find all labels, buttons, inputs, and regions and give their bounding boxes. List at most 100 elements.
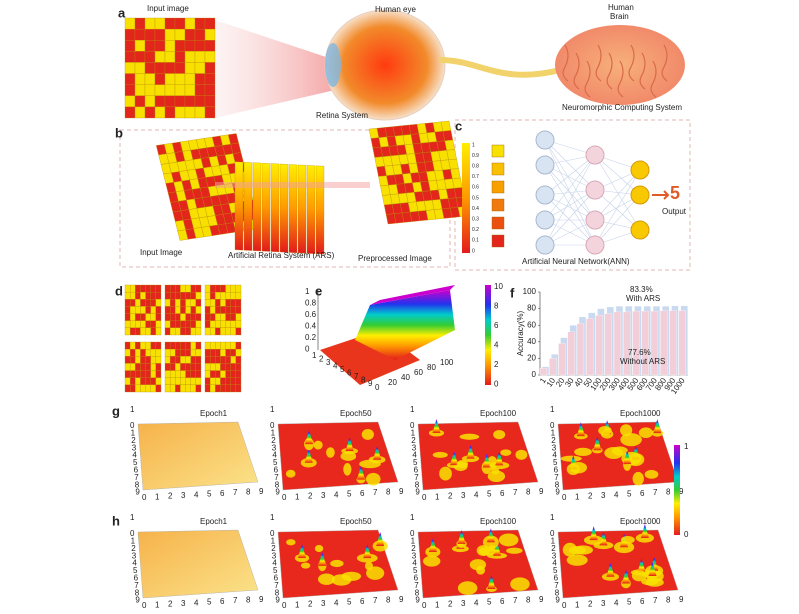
neuron [585, 180, 605, 200]
pixel [174, 51, 186, 63]
pixel [209, 299, 216, 307]
cube [491, 180, 505, 194]
pixel [204, 51, 216, 63]
neuron [535, 210, 555, 230]
surface-peak [598, 425, 612, 436]
ars-column [297, 164, 307, 254]
pixel [184, 95, 196, 108]
tick-label: 8 [275, 480, 280, 489]
pixel [144, 106, 156, 119]
surface-spike [363, 544, 372, 559]
caption: Artificial Retina System (ARS) [228, 251, 335, 260]
colorbar-tick: 0 [494, 380, 499, 389]
pixel [124, 73, 136, 85]
surface-spike [450, 451, 459, 466]
tick-label: 2 [131, 436, 136, 445]
pixel [204, 40, 216, 52]
pixel [215, 341, 221, 350]
tick-label: 3 [321, 491, 326, 500]
pixel [150, 284, 157, 293]
surface-spike [648, 561, 657, 576]
tick-label: 0.8 [305, 299, 317, 308]
pixel [150, 291, 157, 300]
y-tick-label: 20 [527, 354, 536, 363]
tick-label: 0 [305, 345, 310, 354]
surface-spike [653, 419, 662, 434]
pixel [124, 384, 131, 393]
neuron [585, 145, 605, 165]
pixel [180, 377, 186, 386]
connection [594, 154, 641, 196]
pixel [129, 384, 136, 393]
tick-label: 40 [401, 373, 410, 382]
pixel [184, 51, 196, 63]
pixel [155, 384, 162, 393]
panel-label: b [115, 125, 123, 140]
output-digit: 5 [670, 183, 680, 203]
pixel [169, 306, 176, 314]
tick-label: 6 [414, 466, 419, 475]
tick-label: 8 [555, 480, 560, 489]
tick-label: 8 [386, 596, 391, 605]
pixel [124, 320, 131, 329]
pixel [169, 348, 176, 357]
pixel [144, 73, 156, 85]
connection [544, 154, 596, 196]
tick-label: 7 [373, 488, 378, 497]
pixel [204, 62, 216, 74]
tick-label: 9 [275, 596, 280, 605]
surface-spike [304, 448, 313, 463]
surface-peak [489, 461, 510, 470]
pixel [164, 84, 176, 96]
pixel [195, 313, 202, 321]
panel-title: Epoch100 [480, 409, 517, 418]
pixel [204, 291, 211, 300]
pixel [135, 341, 141, 350]
pixel [215, 377, 221, 386]
surface-spike [345, 437, 354, 452]
tick-label: 9 [275, 488, 280, 497]
tick-label: 2 [168, 600, 173, 609]
tick-label: 4 [194, 490, 199, 499]
pixel [164, 95, 176, 108]
pixel [184, 17, 196, 30]
tick-label: 5 [347, 598, 352, 607]
bar [558, 343, 566, 376]
pixel [448, 158, 459, 170]
connection [544, 189, 596, 221]
pixel [180, 363, 186, 371]
pixel [124, 370, 131, 378]
pixel [124, 299, 131, 307]
pixel [154, 40, 166, 52]
pixel [194, 106, 206, 119]
tick-label: 9 [679, 487, 684, 496]
tick-label: 80 [427, 363, 436, 372]
eye [324, 9, 446, 121]
tick-label: 0 [422, 601, 427, 610]
pixel [180, 284, 186, 293]
pixel [150, 313, 157, 321]
pixel [230, 291, 237, 300]
tick-label: 6 [360, 489, 365, 498]
panel-label: g [112, 403, 120, 418]
pixel [155, 299, 162, 307]
pixel [184, 28, 196, 41]
pixel [220, 377, 226, 386]
tick-label: 6 [347, 369, 352, 378]
ars-column [279, 163, 289, 253]
caption: Human eye [375, 5, 416, 14]
neuron [585, 235, 605, 255]
surface-peak [457, 581, 478, 595]
pixel [155, 363, 162, 371]
tick-label: 3 [461, 599, 466, 608]
tick-label: 1 [131, 537, 136, 546]
panel-label: d [115, 283, 123, 298]
tick-label: 3 [412, 551, 417, 560]
tick-label: 4 [194, 598, 199, 607]
tick-label: 5 [627, 490, 632, 499]
pixel [180, 327, 186, 336]
pixel [180, 384, 186, 393]
panel-b-frame [119, 129, 451, 268]
tick-label: 0 [130, 421, 135, 430]
tick-label: 2 [131, 544, 136, 553]
